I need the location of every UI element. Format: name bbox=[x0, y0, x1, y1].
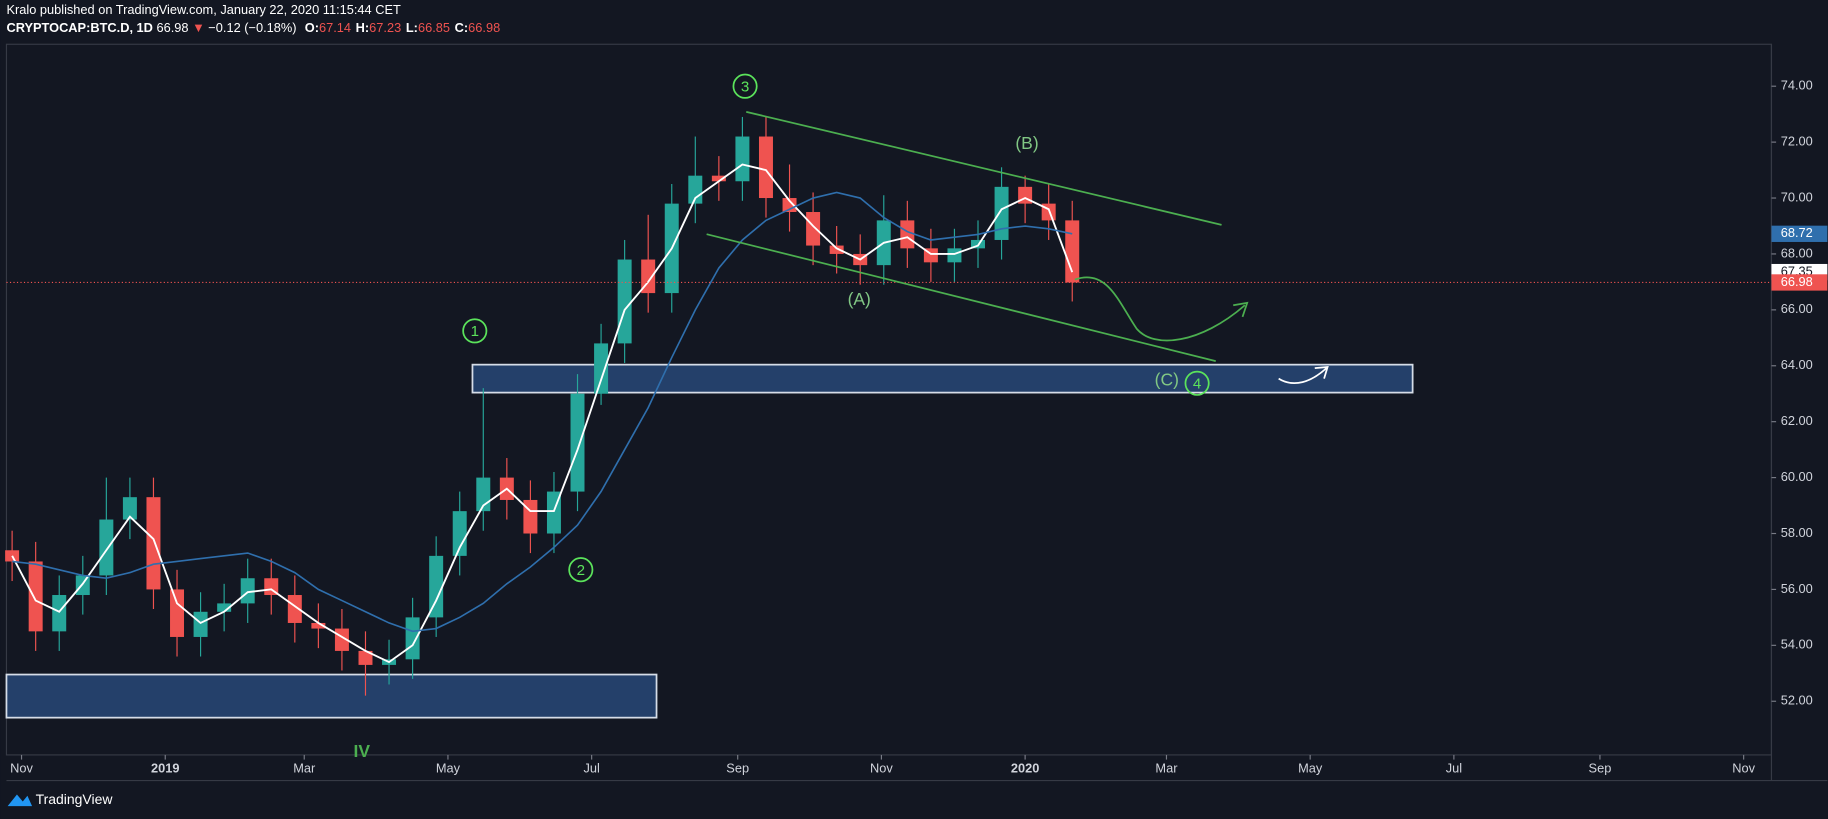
candle-body bbox=[900, 220, 915, 249]
symbol: CRYPTOCAP:BTC.D, 1D bbox=[6, 21, 152, 36]
publisher: Kralo published on TradingView.com, Janu… bbox=[6, 2, 401, 17]
x-tick-label: 2020 bbox=[1011, 760, 1039, 775]
moving-average bbox=[11, 163, 1074, 664]
candle-body bbox=[146, 497, 161, 590]
y-tick-label: 54.00 bbox=[1781, 637, 1813, 652]
x-tick-label: Jul bbox=[583, 760, 599, 775]
x-tick-label: Nov bbox=[10, 760, 33, 775]
wave-label: 3 bbox=[741, 78, 749, 95]
candle-body bbox=[782, 198, 797, 213]
y-tick-label: 58.00 bbox=[1781, 525, 1813, 540]
ohlc-value: 66.98 bbox=[468, 21, 500, 36]
x-tick-label: Mar bbox=[1155, 760, 1178, 775]
candle-body bbox=[452, 511, 467, 556]
footer-brand: TradingView bbox=[36, 791, 114, 807]
price-tag bbox=[1771, 225, 1828, 242]
wave-label: IV bbox=[354, 741, 371, 761]
candle-body bbox=[711, 175, 726, 182]
candle-body bbox=[570, 393, 585, 492]
wave-label: (C) bbox=[1155, 370, 1179, 390]
candle-body bbox=[523, 499, 538, 534]
ohlc-label: L: bbox=[406, 21, 418, 36]
candle-body bbox=[594, 343, 609, 394]
x-tick-label: Mar bbox=[293, 760, 316, 775]
x-tick-label: Jul bbox=[1446, 760, 1462, 775]
y-tick-label: 62.00 bbox=[1781, 413, 1813, 428]
ohlc-label: C: bbox=[455, 21, 469, 36]
x-tick-label: May bbox=[1298, 760, 1323, 775]
y-tick-label: 72.00 bbox=[1781, 134, 1813, 149]
candle-body bbox=[287, 595, 302, 623]
wave-label: 2 bbox=[577, 562, 585, 579]
channel-upper bbox=[746, 110, 1222, 226]
price-tag-label: 66.98 bbox=[1781, 274, 1813, 289]
ohlc-label: O: bbox=[305, 21, 319, 36]
y-tick-label: 74.00 bbox=[1781, 78, 1813, 93]
symbol-line: CRYPTOCAP:BTC.D, 1D 66.98 ▼ −0.12 (−0.18… bbox=[6, 21, 500, 36]
price-tag bbox=[1771, 274, 1828, 291]
demand-zone bbox=[471, 363, 1414, 394]
y-tick-label: 60.00 bbox=[1781, 469, 1813, 484]
candle-body bbox=[52, 595, 67, 632]
x-tick-label: May bbox=[436, 760, 461, 775]
candle-body bbox=[829, 245, 844, 254]
support-zone bbox=[5, 673, 658, 719]
logo-icon bbox=[7, 794, 33, 807]
y-tick-label: 70.00 bbox=[1781, 189, 1813, 204]
candle-body bbox=[193, 611, 208, 637]
wave-circle bbox=[462, 318, 488, 344]
wave-circle bbox=[568, 557, 594, 583]
ohlc-value: 66.85 bbox=[418, 21, 450, 36]
ohlc-label: H: bbox=[356, 21, 370, 36]
wave-label: (A) bbox=[848, 289, 871, 309]
candle-body bbox=[994, 186, 1009, 240]
candle-body bbox=[735, 136, 750, 182]
channel-lower bbox=[706, 233, 1216, 362]
last-price: 66.98 bbox=[156, 21, 188, 36]
candle-body bbox=[99, 519, 114, 576]
wave-circle bbox=[732, 73, 758, 99]
candle-body bbox=[1065, 220, 1080, 283]
change: −0.12 (−0.18%) bbox=[208, 21, 296, 36]
moving-average bbox=[12, 191, 1073, 633]
candle-body bbox=[311, 622, 326, 629]
candle-body bbox=[758, 136, 773, 199]
x-tick-label: 2019 bbox=[151, 760, 179, 775]
x-tick-label: Nov bbox=[1732, 760, 1755, 775]
candle-body bbox=[217, 603, 232, 612]
candle-body bbox=[617, 259, 632, 344]
candle-body bbox=[122, 497, 137, 520]
candle-body bbox=[170, 589, 185, 637]
ohlc-value: 67.23 bbox=[369, 21, 401, 36]
y-tick-label: 68.00 bbox=[1781, 245, 1813, 260]
ohlc-value: 67.14 bbox=[319, 21, 351, 36]
white-arrow bbox=[1278, 365, 1329, 384]
candle-body bbox=[806, 212, 821, 246]
candle-body bbox=[240, 578, 255, 604]
candle-body bbox=[28, 561, 43, 632]
wave-label: (B) bbox=[1015, 133, 1038, 153]
x-tick-label: Sep bbox=[726, 760, 749, 775]
price-tag-label: 68.72 bbox=[1781, 225, 1813, 240]
y-tick-label: 64.00 bbox=[1781, 357, 1813, 372]
projection-path bbox=[1074, 276, 1246, 342]
x-tick-label: Nov bbox=[870, 760, 893, 775]
wave-label: 4 bbox=[1193, 375, 1201, 392]
candle-body bbox=[405, 617, 420, 660]
x-tick-label: Sep bbox=[1589, 760, 1612, 775]
candle-body bbox=[429, 555, 444, 618]
wave-label: 1 bbox=[471, 323, 479, 340]
wave-circle bbox=[1184, 370, 1210, 396]
y-tick-label: 52.00 bbox=[1781, 693, 1813, 708]
candle-body bbox=[947, 248, 962, 263]
projection-arrowhead bbox=[1233, 301, 1249, 318]
y-tick-label: 66.00 bbox=[1781, 301, 1813, 316]
y-tick-label: 56.00 bbox=[1781, 581, 1813, 596]
change-arrow: ▼ bbox=[192, 21, 205, 36]
candle-body bbox=[358, 650, 373, 665]
